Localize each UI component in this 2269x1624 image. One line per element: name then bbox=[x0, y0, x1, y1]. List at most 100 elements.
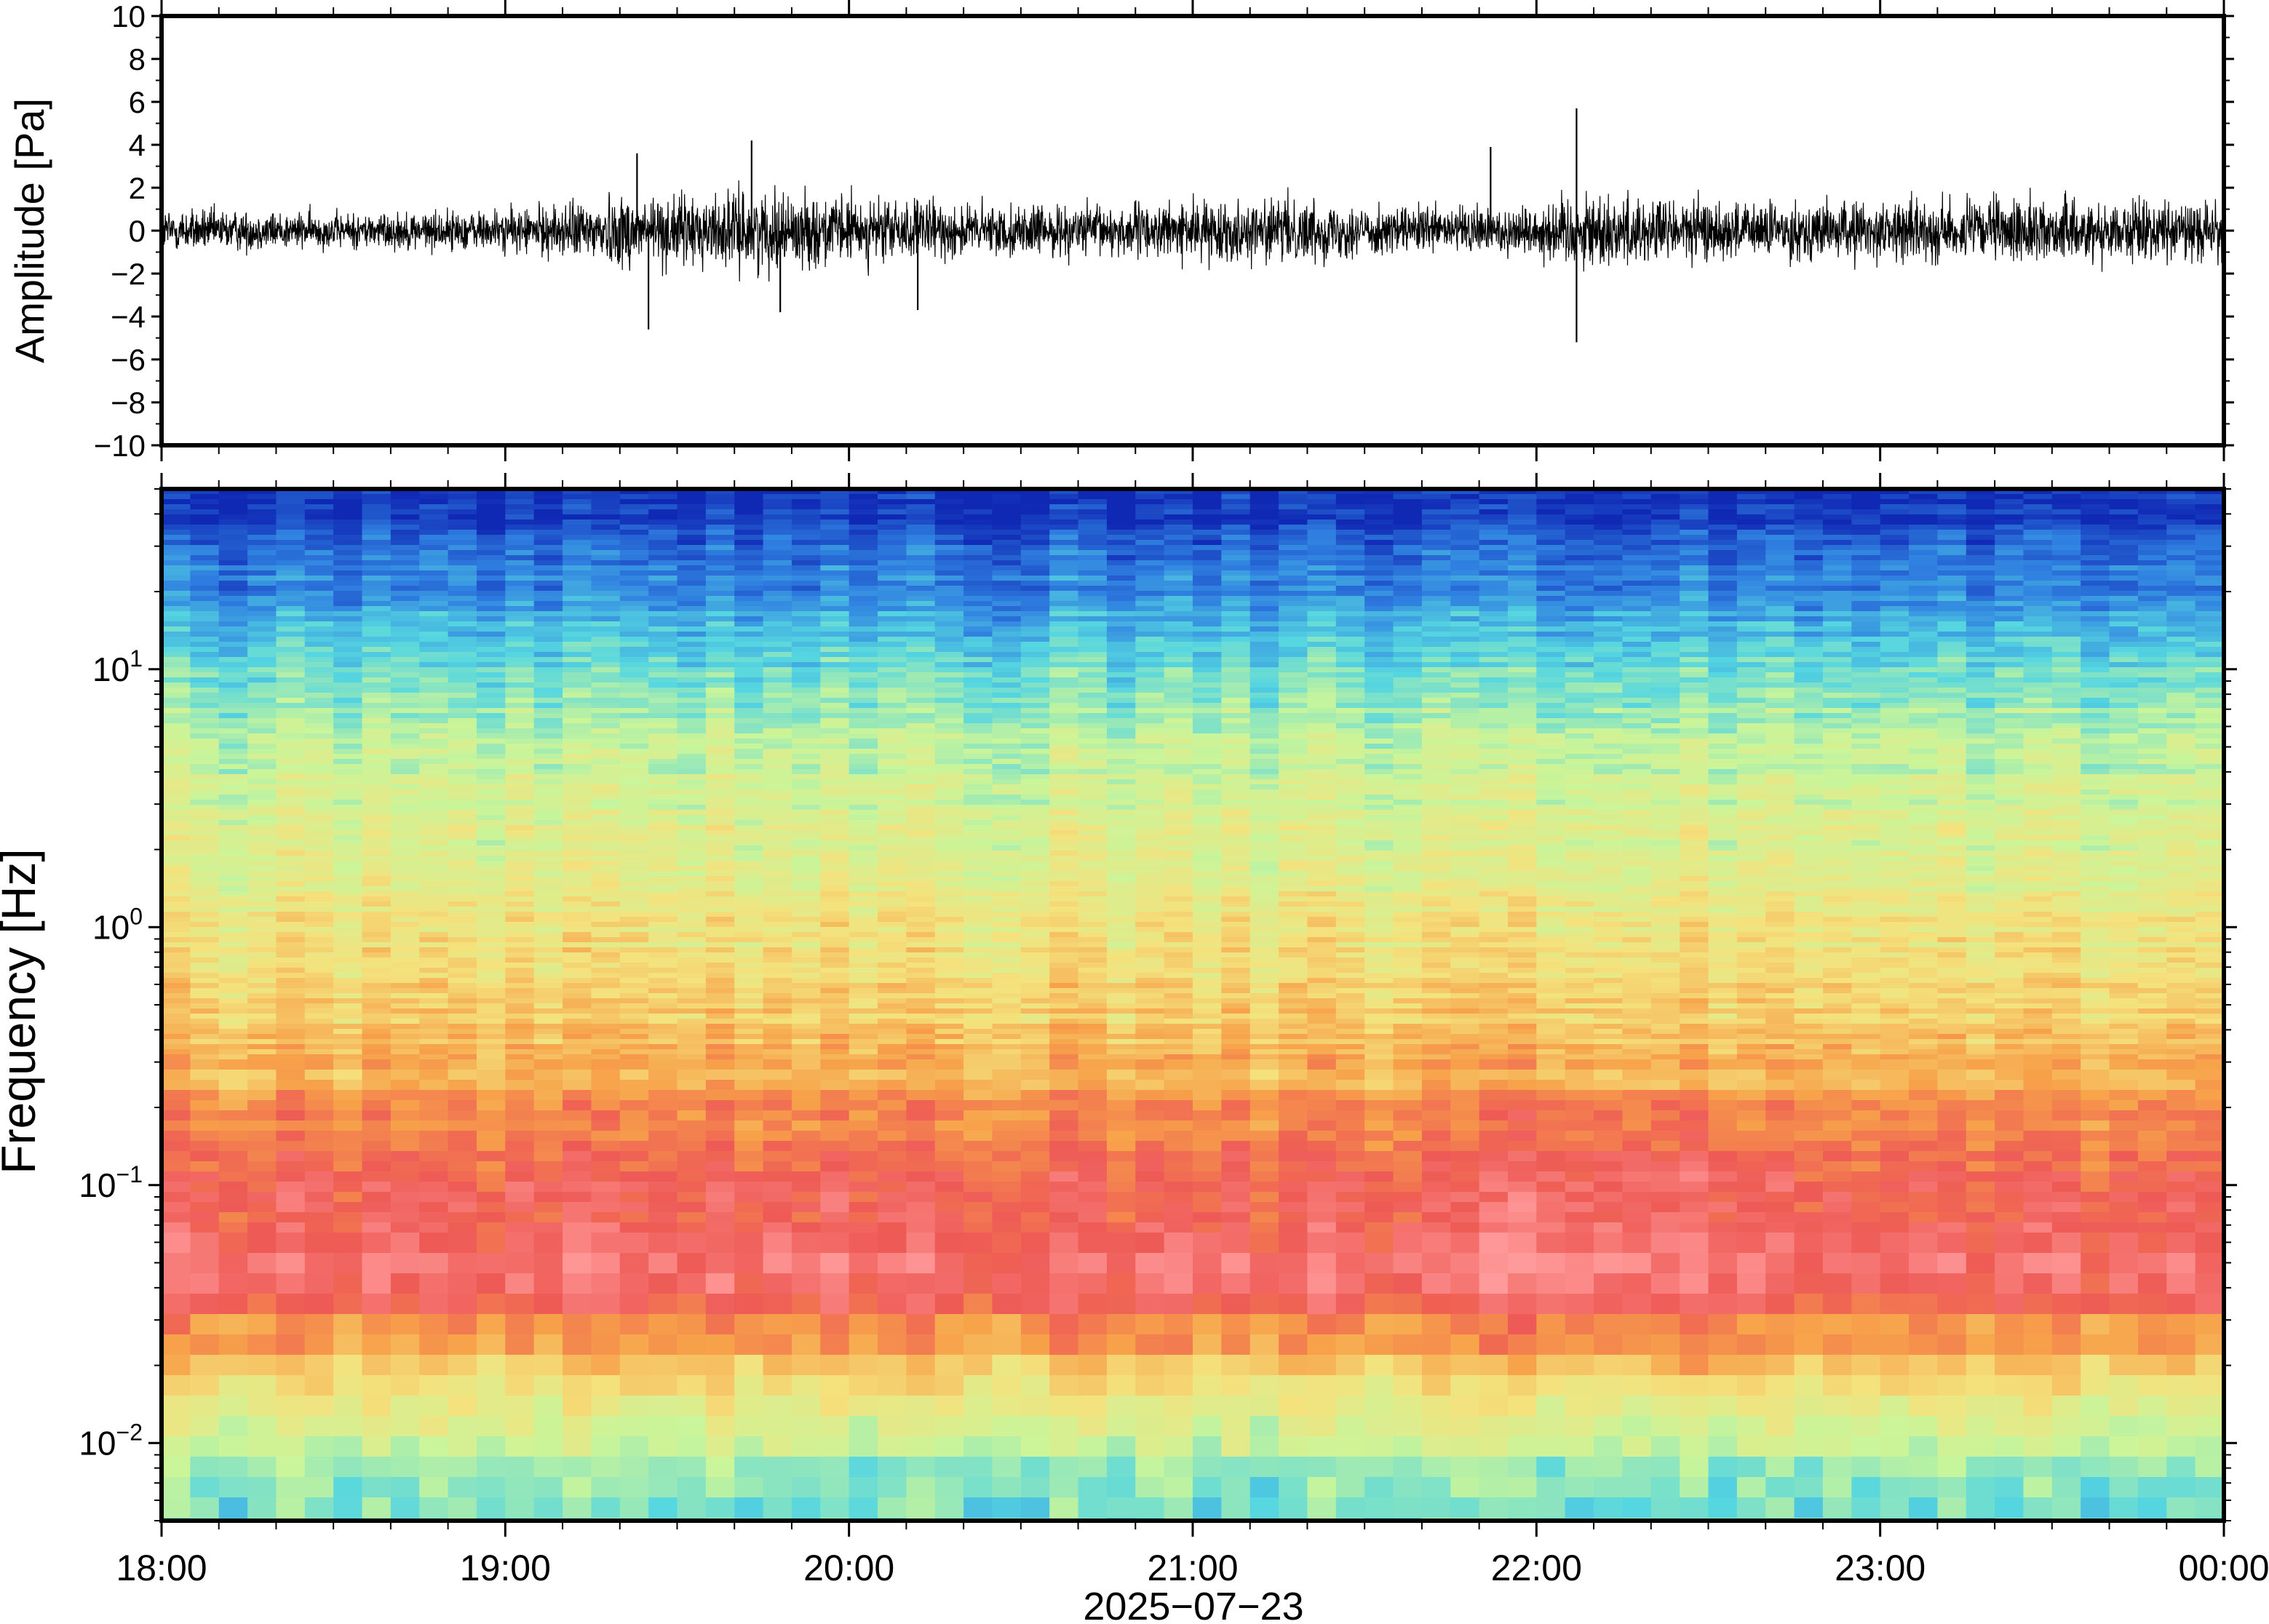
spectrogram-cell bbox=[1937, 632, 1967, 637]
spectrogram-cell bbox=[963, 739, 993, 744]
spectrogram-cell bbox=[1507, 677, 1538, 683]
spectrogram-cell bbox=[190, 703, 220, 709]
spectrogram-cell bbox=[247, 642, 277, 648]
spectrogram-cell bbox=[849, 708, 878, 714]
spectrogram-cell bbox=[1880, 662, 1910, 668]
spectrogram-cell bbox=[563, 565, 592, 571]
spectrogram-cell bbox=[734, 591, 764, 597]
spectrogram-cell bbox=[849, 637, 878, 642]
spectrogram-cell bbox=[2166, 525, 2196, 530]
spectrogram-cell bbox=[878, 647, 907, 653]
spectrogram-cell bbox=[648, 693, 678, 698]
spectrogram-cell bbox=[1650, 570, 1680, 576]
spectrogram-cell bbox=[1909, 591, 1939, 597]
spectrogram-cell bbox=[2195, 795, 2224, 800]
spectrogram-cell bbox=[2166, 545, 2196, 551]
spectrogram-cell bbox=[505, 825, 535, 831]
spectrogram-cell bbox=[849, 494, 878, 500]
spectrogram-cell bbox=[648, 759, 678, 765]
spectrogram-cell bbox=[677, 784, 707, 790]
spectrogram-cell bbox=[190, 688, 220, 693]
spectrogram-cell bbox=[1536, 586, 1566, 592]
spectrogram-cell bbox=[1565, 525, 1594, 530]
spectrogram-cell bbox=[448, 688, 477, 693]
spectrogram-cell bbox=[1507, 504, 1538, 510]
spectrogram-cell bbox=[2195, 596, 2224, 602]
spectrogram-cell bbox=[276, 820, 306, 826]
spectrogram-cell bbox=[419, 637, 449, 642]
spectrogram-cell bbox=[190, 591, 220, 597]
spectrogram-cell bbox=[2051, 514, 2081, 520]
spectrogram-cell bbox=[763, 672, 792, 678]
spectrogram-cell bbox=[1193, 820, 1223, 826]
spectrogram-cell bbox=[1995, 530, 2024, 536]
spectrogram-cell bbox=[963, 611, 993, 617]
spectrogram-cell bbox=[2081, 749, 2110, 755]
spectrogram-cell bbox=[906, 514, 936, 520]
spectrogram-cell bbox=[1450, 525, 1480, 530]
spectrogram-cell bbox=[763, 642, 792, 648]
spectrogram-cell bbox=[1479, 733, 1509, 739]
spectrogram-cell bbox=[619, 764, 649, 770]
spectrogram-cell bbox=[563, 810, 592, 816]
spectrogram-cell bbox=[763, 581, 792, 586]
spectrogram-cell bbox=[1393, 672, 1423, 678]
spectrogram-cell bbox=[1736, 820, 1767, 826]
spectrogram-cell bbox=[533, 657, 563, 663]
spectrogram-cell bbox=[390, 688, 421, 693]
spectrogram-cell bbox=[1736, 509, 1767, 515]
spectrogram-cell bbox=[591, 662, 621, 668]
spectrogram-cell bbox=[934, 774, 964, 780]
spectrogram-cell bbox=[218, 540, 248, 546]
spectrogram-cell bbox=[2166, 774, 2196, 780]
spectrogram-cell bbox=[1450, 514, 1480, 520]
spectrogram-cell bbox=[849, 759, 878, 765]
spectrogram-cell bbox=[906, 494, 936, 500]
spectrogram-cell bbox=[849, 764, 878, 770]
spectrogram-cell bbox=[849, 520, 878, 525]
spectrogram-cell bbox=[1049, 504, 1079, 510]
y-tick-label: −2 bbox=[111, 257, 146, 291]
spectrogram-cell bbox=[1536, 494, 1566, 500]
spectrogram-cell bbox=[1622, 703, 1652, 709]
spectrogram-cell bbox=[276, 657, 306, 663]
spectrogram-cell bbox=[218, 667, 248, 673]
spectrogram-cell bbox=[2051, 672, 2081, 678]
spectrogram-cell bbox=[1078, 677, 1108, 683]
spectrogram-cell bbox=[390, 611, 421, 617]
spectrogram-cell bbox=[1249, 789, 1279, 795]
spectrogram-cell bbox=[304, 698, 334, 704]
spectrogram-cell bbox=[591, 560, 621, 566]
spectrogram-cell bbox=[533, 744, 563, 749]
spectrogram-cell bbox=[1794, 749, 1824, 755]
spectrogram-cell bbox=[1880, 616, 1910, 622]
spectrogram-cell bbox=[1765, 642, 1795, 648]
spectrogram-cell bbox=[791, 611, 822, 617]
spectrogram-cell bbox=[2051, 601, 2081, 607]
spectrogram-cell bbox=[1995, 698, 2024, 704]
spectrogram-cell bbox=[1049, 489, 1079, 495]
spectrogram-cell bbox=[276, 662, 306, 668]
spectrogram-cell bbox=[1765, 632, 1795, 637]
spectrogram-cell bbox=[390, 708, 421, 714]
spectrogram-cell bbox=[533, 795, 563, 800]
spectrogram-cell bbox=[533, 560, 563, 566]
spectrogram-cell bbox=[1650, 596, 1680, 602]
spectrogram-cell bbox=[1135, 672, 1165, 678]
spectrogram-cell bbox=[2195, 540, 2224, 546]
spectrogram-cell bbox=[1249, 494, 1279, 500]
spectrogram-cell bbox=[1536, 825, 1566, 831]
spectrogram-cell bbox=[1421, 718, 1452, 724]
spectrogram-cell bbox=[505, 550, 535, 556]
spectrogram-cell bbox=[1193, 682, 1223, 688]
spectrogram-cell bbox=[1880, 739, 1910, 744]
spectrogram-cell bbox=[333, 601, 363, 607]
spectrogram-cell bbox=[1937, 672, 1967, 678]
spectrogram-cell bbox=[820, 520, 850, 525]
spectrogram-cell bbox=[1565, 616, 1594, 622]
spectrogram-cell bbox=[247, 662, 277, 668]
spectrogram-cell bbox=[849, 682, 878, 688]
spectrogram-cell bbox=[1880, 555, 1910, 561]
spectrogram-cell bbox=[1279, 525, 1308, 530]
spectrogram-cell bbox=[1507, 560, 1538, 566]
